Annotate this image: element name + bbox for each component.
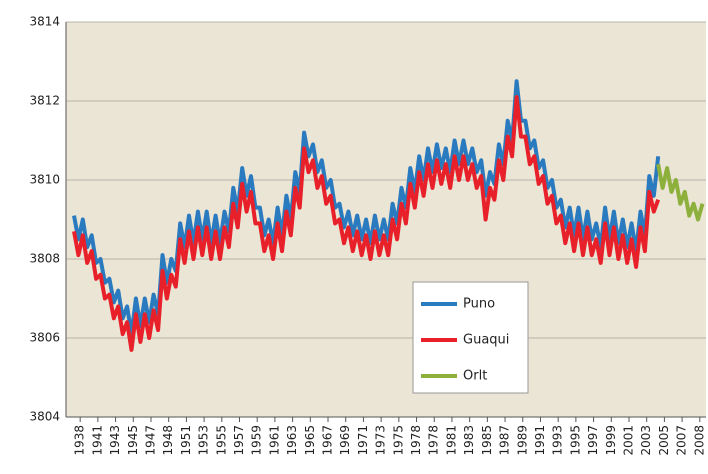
- legend-label: Puno: [463, 297, 495, 312]
- x-tick-label: 1997: [586, 425, 600, 456]
- x-tick-label: 1953: [197, 425, 211, 456]
- legend-label: Guaqui: [463, 333, 509, 348]
- x-tick-label: 1993: [551, 425, 565, 456]
- y-tick-label: 3810: [29, 173, 60, 187]
- x-tick-label: 1978: [409, 425, 423, 456]
- x-tick-label: 1957: [232, 425, 246, 456]
- x-tick-label: 1938: [73, 425, 87, 456]
- x-tick-label: 2008: [692, 425, 706, 456]
- y-tick-label: 3814: [29, 15, 60, 29]
- x-tick-label: 1951: [179, 425, 193, 456]
- x-tick-label: 1947: [143, 425, 157, 456]
- x-tick-label: 1989: [515, 425, 529, 456]
- x-tick-label: 1955: [214, 425, 228, 456]
- x-tick-label: 2003: [639, 425, 653, 456]
- x-tick-label: 1965: [303, 425, 317, 456]
- x-tick-label: 2005: [657, 425, 671, 456]
- x-tick-label: 1967: [321, 425, 335, 456]
- legend-label: Orlt: [463, 369, 487, 384]
- x-tick-label: 1948: [161, 425, 175, 456]
- x-tick-label: 1971: [356, 425, 370, 456]
- series-line: [72, 79, 661, 337]
- x-tick-label: 1959: [250, 425, 264, 456]
- y-tick-label: 3806: [29, 331, 60, 345]
- x-tick-label: 1973: [374, 425, 388, 456]
- x-tick-label: 1943: [108, 425, 122, 456]
- x-tick-label: 1981: [444, 425, 458, 456]
- plot-area: [66, 22, 706, 417]
- x-tick-label: 1985: [480, 425, 494, 456]
- x-tick-label: 1969: [338, 425, 352, 456]
- x-tick-label: 1975: [391, 425, 405, 456]
- x-tick-label: 1987: [498, 425, 512, 456]
- x-tick-label: 1983: [462, 425, 476, 456]
- x-tick-label: 1978: [427, 425, 441, 456]
- x-tick-label: 2007: [675, 425, 689, 456]
- x-tick-label: 1941: [90, 425, 104, 456]
- x-tick-label: 1961: [267, 425, 281, 456]
- series-line: [72, 95, 661, 352]
- x-tick-label: 1991: [533, 425, 547, 456]
- series-line: [656, 163, 705, 222]
- x-tick-label: 1995: [568, 425, 582, 456]
- y-tick-label: 3804: [29, 410, 60, 424]
- x-tick-label: 1999: [604, 425, 618, 456]
- x-tick-label: 2001: [621, 425, 635, 456]
- y-tick-label: 3808: [29, 252, 60, 266]
- x-tick-label: 1945: [126, 425, 140, 456]
- y-tick-label: 3812: [29, 94, 60, 108]
- x-tick-label: 1963: [285, 425, 299, 456]
